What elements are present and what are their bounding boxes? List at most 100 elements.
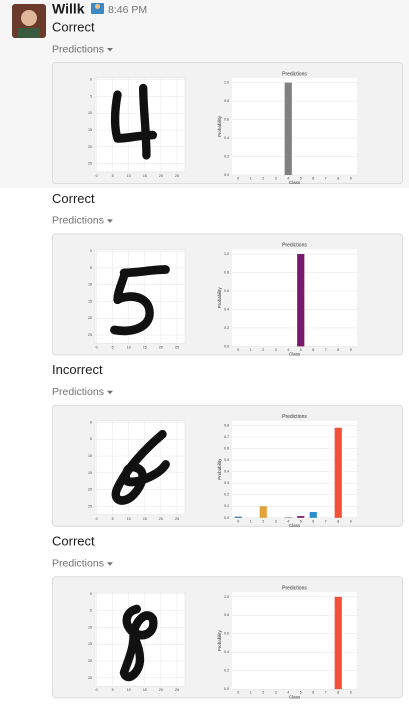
y-axis-label: Probability [217, 287, 222, 309]
attachment-toggle[interactable]: Predictions [52, 557, 104, 569]
y-tick-label: 25 [88, 162, 92, 166]
attachment-toggle[interactable]: Predictions [52, 386, 104, 398]
x-tick-label: 15 [143, 517, 147, 521]
bar [234, 516, 242, 518]
y-tick-label: 0.6 [224, 289, 229, 293]
y-axis-label: Probability [217, 115, 222, 137]
x-tick-label: 25 [175, 517, 179, 521]
caret-icon [106, 562, 113, 566]
y-tick-label: 20 [88, 316, 92, 320]
bar [297, 254, 305, 347]
x-tick-label: 25 [175, 345, 179, 349]
y-tick-label: 0.0 [224, 687, 229, 691]
x-tick-label: 7 [325, 519, 327, 523]
y-axis-label: Probability [217, 458, 222, 480]
x-tick-label: 8 [337, 176, 339, 180]
y-tick-label: 0.8 [224, 99, 229, 103]
y-tick-label: 0.8 [224, 423, 229, 427]
y-tick-label: 25 [88, 676, 92, 680]
y-tick-label: 0.2 [224, 154, 229, 158]
y-tick-label: 20 [88, 145, 92, 149]
x-tick-label: 0 [237, 691, 239, 695]
handwritten-digit [110, 265, 170, 336]
x-tick-label: 2 [262, 176, 264, 180]
x-tick-label: 0 [96, 345, 98, 349]
handwritten-digit [110, 83, 158, 160]
y-tick-label: 0.6 [224, 118, 229, 122]
plot-area [232, 78, 357, 175]
x-tick-label: 7 [325, 176, 327, 180]
x-tick-label: 9 [350, 691, 352, 695]
bar [334, 427, 342, 518]
y-tick-label: 15 [88, 128, 92, 132]
y-axis-label: Probability [217, 629, 222, 651]
x-tick-label: 2 [262, 348, 264, 352]
x-tick-label: 5 [300, 176, 302, 180]
timestamp[interactable]: 8:46 PM [108, 4, 147, 16]
x-tick-label: 5 [300, 691, 302, 695]
avatar[interactable] [12, 4, 46, 38]
x-tick-label: 15 [143, 174, 147, 178]
chart-title: Predictions [282, 243, 307, 249]
y-tick-label: 0.2 [224, 669, 229, 673]
y-tick-label: 0 [90, 420, 92, 424]
x-tick-label: 5 [112, 174, 114, 178]
x-tick-label: 6 [312, 691, 314, 695]
y-tick-label: 0.7 [224, 435, 229, 439]
x-tick-label: 25 [175, 688, 179, 692]
y-tick-label: 15 [88, 642, 92, 646]
user-name[interactable]: Willk [52, 1, 85, 17]
x-tick-label: 0 [96, 174, 98, 178]
x-tick-label: 5 [112, 688, 114, 692]
attachment-toggle[interactable]: Predictions [52, 215, 104, 227]
y-tick-label: 0 [90, 78, 92, 82]
x-tick-label: 4 [287, 519, 289, 523]
y-tick-label: 0.6 [224, 632, 229, 636]
x-tick-label: 3 [275, 691, 277, 695]
y-tick-label: 0.0 [224, 173, 229, 177]
y-tick-label: 5 [90, 437, 92, 441]
x-tick-label: 5 [112, 345, 114, 349]
x-tick-label: 2 [262, 691, 264, 695]
x-tick-label: 0 [96, 688, 98, 692]
y-tick-label: 0.4 [224, 307, 229, 311]
y-tick-label: 25 [88, 504, 92, 508]
caret-icon [106, 219, 113, 223]
prediction-status: Correct [52, 534, 95, 549]
x-tick-label: 20 [159, 688, 163, 692]
y-tick-label: 10 [88, 111, 92, 115]
y-tick-label: 0.4 [224, 470, 229, 474]
x-tick-label: 8 [337, 348, 339, 352]
plot-area [232, 249, 357, 347]
x-axis-label: Class [289, 180, 301, 185]
y-tick-label: 0.1 [224, 504, 229, 508]
y-tick-label: 5 [90, 266, 92, 270]
y-tick-label: 0.8 [224, 613, 229, 617]
x-tick-label: 20 [159, 174, 163, 178]
x-tick-label: 1 [250, 176, 252, 180]
x-tick-label: 1 [250, 691, 252, 695]
x-tick-label: 7 [325, 691, 327, 695]
x-tick-label: 1 [250, 348, 252, 352]
x-tick-label: 5 [300, 519, 302, 523]
bar [259, 506, 267, 518]
y-tick-label: 15 [88, 471, 92, 475]
x-tick-label: 6 [312, 519, 314, 523]
x-axis-label: Class [289, 523, 301, 528]
prediction-status: Correct [52, 191, 95, 206]
x-tick-label: 20 [159, 517, 163, 521]
x-tick-label: 3 [275, 519, 277, 523]
attachment-toggle[interactable]: Predictions [52, 43, 104, 55]
x-tick-label: 2 [262, 519, 264, 523]
x-tick-label: 9 [350, 176, 352, 180]
y-tick-label: 10 [88, 625, 92, 629]
x-tick-label: 3 [275, 176, 277, 180]
x-tick-label: 10 [127, 174, 131, 178]
y-tick-label: 5 [90, 609, 92, 613]
x-tick-label: 6 [312, 176, 314, 180]
caret-icon [106, 48, 113, 52]
y-tick-label: 0 [90, 592, 92, 596]
y-tick-label: 0.2 [224, 326, 229, 330]
bar [284, 517, 292, 518]
